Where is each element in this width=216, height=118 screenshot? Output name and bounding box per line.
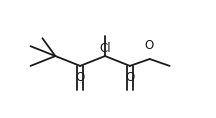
Text: Cl: Cl (99, 42, 111, 55)
Text: O: O (144, 39, 153, 52)
Text: O: O (125, 71, 135, 84)
Text: O: O (76, 71, 85, 84)
